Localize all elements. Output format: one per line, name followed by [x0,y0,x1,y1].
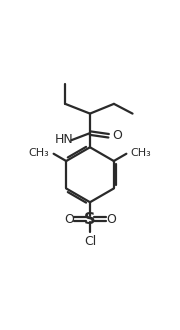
Text: Cl: Cl [84,235,96,248]
Text: HN: HN [55,133,74,146]
Text: CH₃: CH₃ [28,148,49,158]
Text: CH₃: CH₃ [131,148,152,158]
Text: O: O [106,213,116,225]
Text: O: O [64,213,74,225]
Text: O: O [112,129,122,142]
Text: S: S [84,212,96,227]
